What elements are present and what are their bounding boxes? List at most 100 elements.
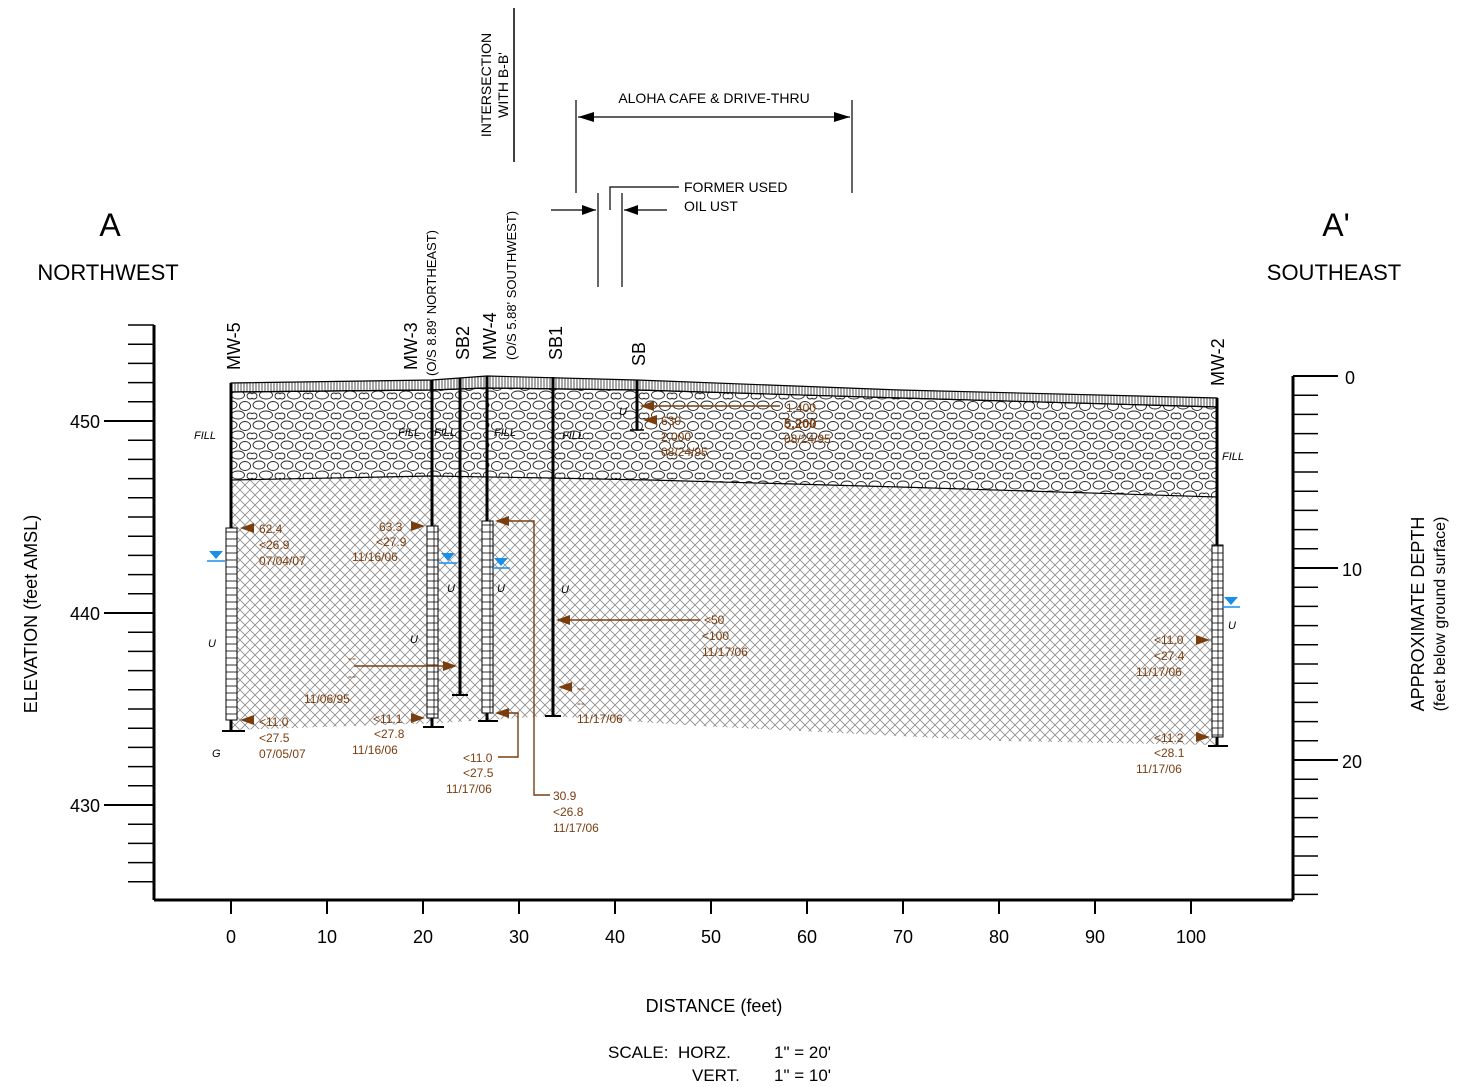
unit-label-u: U — [497, 583, 505, 595]
x-tick-label: 20 — [413, 927, 433, 947]
right-axis-ticks — [1293, 375, 1338, 896]
left-tick-label: 440 — [70, 604, 100, 624]
x-tick-label: 90 — [1085, 927, 1105, 947]
sample-date: 11/16/06 — [352, 743, 398, 757]
sample-value: <27.9 — [376, 535, 407, 549]
x-tick-label: 10 — [317, 927, 337, 947]
x-axis-ticks — [230, 900, 1192, 914]
sample-date: 07/04/07 — [259, 554, 306, 568]
sample-value: <27.8 — [374, 727, 405, 741]
x-tick-label: 0 — [226, 927, 236, 947]
sample-date: 11/17/06 — [1136, 762, 1182, 776]
well-offset-mw3: (O/S 8.89' NORTHEAST) — [424, 230, 439, 376]
sample-date: 07/05/07 — [259, 747, 306, 761]
sample-value: <11.1 — [373, 712, 403, 726]
section-end-direction: SOUTHEAST — [1267, 260, 1401, 285]
sample-date: 08/24/95 — [784, 432, 831, 446]
well-label-mw5: MW-5 — [224, 322, 244, 370]
x-axis-title: DISTANCE (feet) — [646, 996, 783, 1016]
well-label-mw3: MW-3 — [401, 322, 421, 370]
x-tick-label: 50 — [701, 927, 721, 947]
well-mw4 — [478, 376, 498, 722]
sample-value: -- — [577, 696, 585, 710]
unit-label-g: G — [212, 748, 221, 760]
building-label: ALOHA CAFE & DRIVE-THRU — [618, 90, 809, 106]
unit-label-u: U — [619, 406, 627, 418]
x-tick-label: 70 — [893, 927, 913, 947]
unit-label-fill: FILL — [398, 427, 420, 439]
well-label-sb2: SB2 — [453, 326, 473, 360]
water-level-icon — [207, 551, 1240, 608]
unit-u-hatched — [231, 476, 1217, 745]
unit-label-u: U — [410, 634, 418, 646]
section-end-letter: A' — [1322, 207, 1349, 243]
right-tick-label: 10 — [1342, 560, 1362, 580]
sample-value: -- — [348, 669, 356, 683]
x-tick-label: 30 — [509, 927, 529, 947]
sample-value: <27.4 — [1154, 649, 1185, 663]
x-tick-label: 60 — [797, 927, 817, 947]
unit-label-fill: FILL — [434, 427, 456, 439]
unit-label-fill: FILL — [494, 427, 516, 439]
sample-value: 630 — [661, 414, 681, 428]
sample-value: <11.2 — [1154, 731, 1184, 745]
x-tick-label: 100 — [1176, 927, 1206, 947]
intersection-label: WITH B-B' — [495, 52, 511, 118]
sample-value: <28.1 — [1154, 746, 1185, 760]
scale-label: SCALE: — [608, 1043, 668, 1062]
ust-label: OIL UST — [684, 198, 738, 214]
unit-label-fill: FILL — [194, 430, 216, 442]
sample-value: <11.0 — [1154, 633, 1184, 647]
ust-label: FORMER USED — [684, 179, 787, 195]
sample-value: 5,200 — [784, 416, 817, 431]
sample-date: 11/06/95 — [304, 692, 350, 706]
sample-date: 11/17/06 — [577, 712, 623, 726]
sample-date: 11/17/06 — [553, 821, 599, 835]
right-tick-label: 20 — [1342, 752, 1362, 772]
unit-label-fill: FILL — [1222, 451, 1244, 463]
sample-date: 11/16/06 — [352, 550, 398, 564]
unit-label-u: U — [1228, 620, 1236, 632]
sample-value: -- — [348, 651, 356, 665]
sample-value: <50 — [704, 613, 725, 627]
sample-value: <27.5 — [463, 766, 494, 780]
unit-label-u: U — [447, 583, 455, 595]
building-dimension — [575, 100, 853, 193]
section-start-letter: A — [99, 207, 121, 243]
boring-sb2 — [452, 378, 468, 696]
right-axis-subtitle: (feet below ground surface) — [1432, 517, 1449, 712]
sample-value: 62.4 — [259, 522, 283, 536]
unit-label-fill: FILL — [562, 430, 584, 442]
sample-date: 11/17/06 — [446, 782, 492, 796]
well-offset-mw4: (O/S 5.88' SOUTHWEST) — [504, 211, 519, 360]
well-label-sb: SB — [629, 342, 649, 366]
well-label-mw2: MW-2 — [1208, 338, 1228, 386]
sample-value: 63.3 — [379, 520, 403, 534]
left-axis-ticks — [104, 324, 154, 883]
sample-value: -- — [577, 681, 585, 695]
sample-value: 30.9 — [553, 789, 577, 803]
scale-vert-value: 1" = 10' — [774, 1066, 831, 1085]
unit-label-u: U — [208, 638, 216, 650]
left-tick-label: 450 — [70, 412, 100, 432]
sample-value: <11.0 — [463, 751, 493, 765]
right-axis-title: APPROXIMATE DEPTH — [1408, 517, 1428, 712]
sample-date: 11/17/06 — [702, 645, 748, 659]
boring-sb1 — [545, 377, 561, 717]
unit-label-u: U — [561, 584, 569, 596]
sample-value: <100 — [702, 629, 729, 643]
sample-value: <26.8 — [553, 805, 584, 819]
left-axis-title: ELEVATION (feet AMSL) — [21, 515, 41, 713]
scale-horz: HORZ. — [678, 1043, 731, 1062]
scale-vert: VERT. — [692, 1066, 740, 1085]
well-mw3 — [423, 380, 444, 728]
sample-leaders — [240, 401, 1210, 796]
sample-value: <11.0 — [259, 715, 289, 729]
left-tick-label: 430 — [70, 796, 100, 816]
well-label-mw4: MW-4 — [480, 312, 500, 360]
intersection-marker: INTERSECTION WITH B-B' — [478, 8, 515, 162]
sample-date: 11/17/06 — [1136, 665, 1182, 679]
sample-value: 1,400 — [786, 401, 816, 415]
sample-date: 08/24/95 — [661, 445, 708, 459]
